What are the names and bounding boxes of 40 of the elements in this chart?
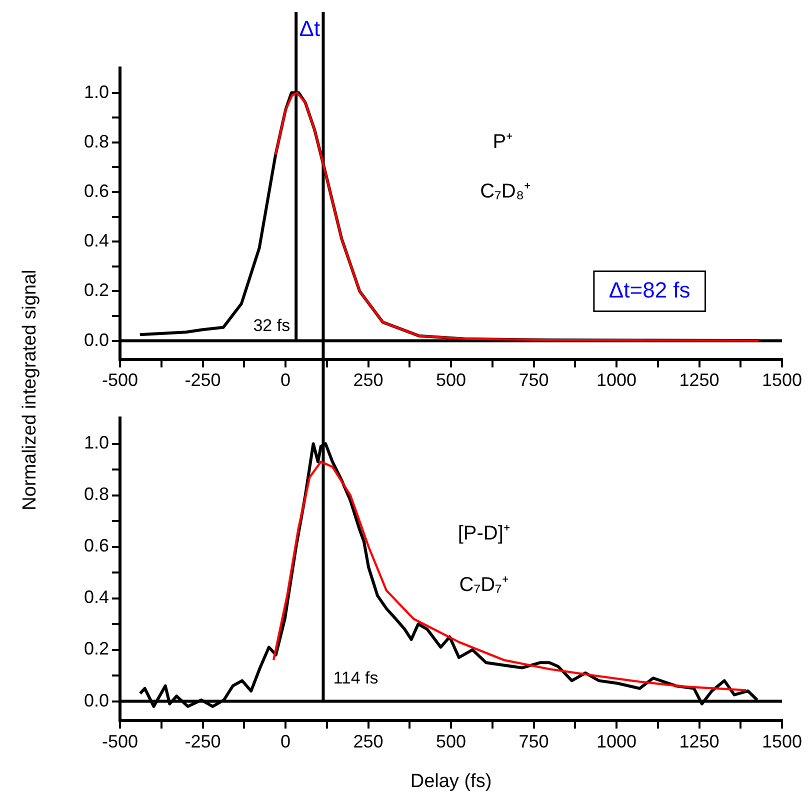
x-tick-label: 250	[353, 370, 384, 390]
x-tick-label: 250	[353, 731, 384, 752]
x-tick-label: -500	[102, 731, 138, 752]
y-tick-label: 0.0	[84, 330, 109, 350]
x-tick-label: 0	[280, 731, 291, 752]
ref-line-label: 114 fs	[333, 668, 378, 688]
x-tick-label: 1250	[679, 370, 720, 390]
x-tick-label: 1500	[762, 370, 802, 390]
x-axis-title: Delay (fs)	[410, 770, 492, 792]
y-tick-label: 0.6	[84, 180, 109, 201]
annotation: Δt=82 fs	[608, 277, 690, 302]
y-tick-label: 0.2	[84, 638, 109, 659]
annotation: C₇D₇⁺	[459, 574, 509, 596]
y-tick-label: 0.4	[84, 230, 109, 251]
x-tick-label: 500	[436, 370, 466, 390]
annotation: [P-D]⁺	[458, 522, 510, 544]
x-tick-label: -500	[102, 370, 138, 390]
x-tick-label: 1250	[679, 731, 720, 752]
y-tick-label: 0.0	[84, 690, 109, 710]
y-tick-label: 1.0	[84, 82, 109, 102]
x-tick-label: 0	[280, 370, 291, 390]
text: Δt	[299, 16, 320, 42]
x-tick-label: 500	[436, 731, 466, 752]
y-tick-label: 1.0	[84, 432, 109, 453]
annotation: P⁺	[492, 130, 514, 153]
x-tick-label: 1000	[596, 370, 637, 390]
y-axis-title: Normalized integrated signal	[18, 270, 41, 510]
y-tick-label: 0.6	[84, 536, 109, 556]
x-tick-label: 1000	[596, 731, 637, 752]
y-tick-label: 0.2	[84, 280, 109, 300]
x-tick-label: 750	[518, 731, 549, 752]
x-tick-label: -250	[184, 731, 221, 752]
x-tick-label: -250	[184, 370, 221, 390]
ref-line-label: 32 fs	[253, 316, 290, 335]
x-tick-label: 750	[518, 370, 549, 390]
x-tick-label: 1500	[762, 731, 802, 752]
annotation: C₇D₈⁺	[480, 180, 532, 203]
y-tick-label: 0.8	[84, 131, 109, 152]
y-tick-label: 0.8	[84, 484, 109, 504]
y-tick-label: 0.4	[84, 587, 109, 608]
